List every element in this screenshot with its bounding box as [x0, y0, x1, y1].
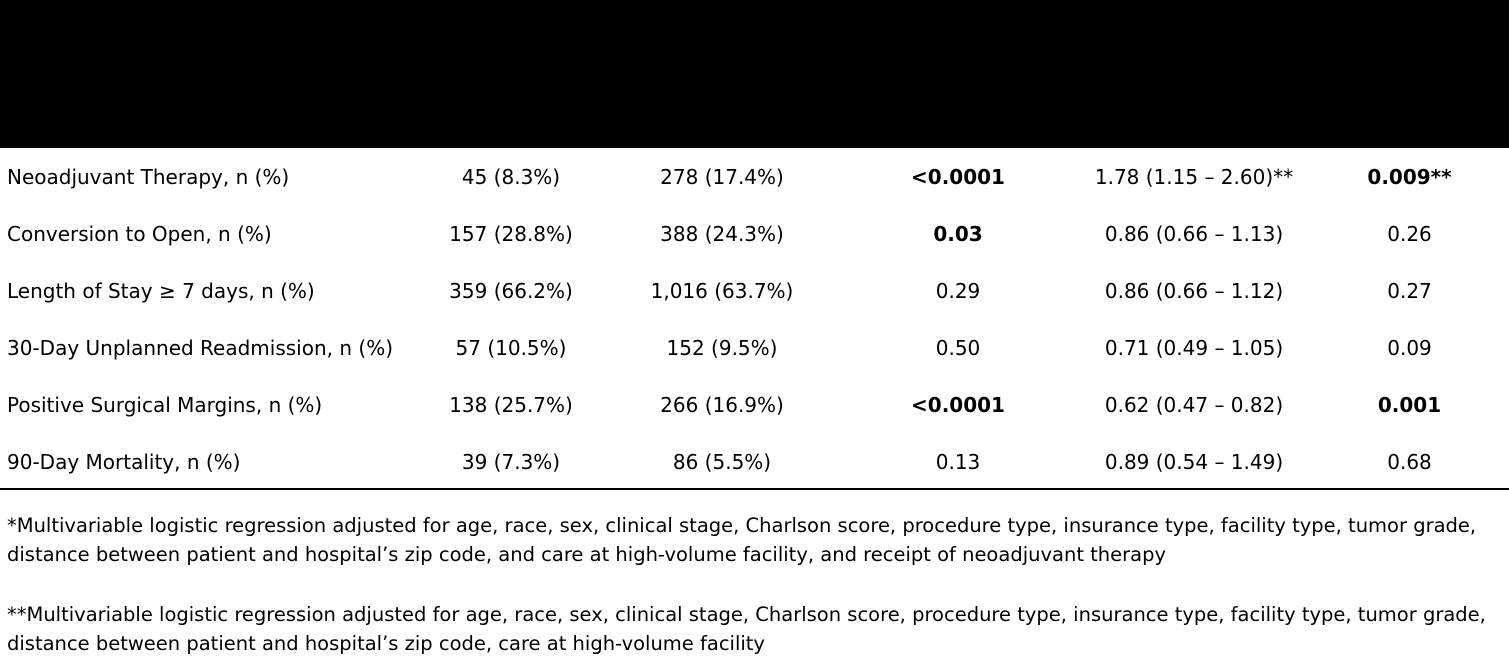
adjusted-p-value: 0.27: [1387, 278, 1432, 303]
table-row: Neoadjuvant Therapy, n (%) 45 (8.3%) 278…: [0, 148, 1509, 205]
odds-ratio-ci: 1.78 (1.15 – 2.60)**: [1094, 164, 1294, 189]
p-value: 0.03: [933, 221, 983, 246]
group2-value: 278 (17.4%): [660, 164, 784, 189]
row-label: 30-Day Unplanned Readmission, n (%): [7, 335, 394, 360]
p-value: 0.13: [935, 449, 981, 474]
group1-value: 57 (10.5%): [455, 335, 567, 360]
group1-value: 39 (7.3%): [461, 449, 561, 474]
outcomes-table-body: Neoadjuvant Therapy, n (%) 45 (8.3%) 278…: [0, 148, 1509, 490]
group2-value: 152 (9.5%): [666, 335, 778, 360]
p-value: 0.29: [935, 278, 981, 303]
row-label: 90-Day Mortality, n (%): [7, 449, 241, 474]
table-row: 90-Day Mortality, n (%) 39 (7.3%) 86 (5.…: [0, 433, 1509, 490]
adjusted-p-value: 0.68: [1387, 449, 1432, 474]
outcomes-table: Neoadjuvant Therapy, n (%) 45 (8.3%) 278…: [0, 148, 1509, 490]
table-bottom-rule: [0, 488, 1509, 490]
group1-value: 157 (28.8%): [449, 221, 573, 246]
odds-ratio-ci: 0.86 (0.66 – 1.12): [1104, 278, 1284, 303]
group1-value: 45 (8.3%): [461, 164, 561, 189]
adjusted-p-value: 0.009**: [1367, 164, 1452, 189]
odds-ratio-ci: 0.71 (0.49 – 1.05): [1104, 335, 1284, 360]
table-row: Length of Stay ≥ 7 days, n (%) 359 (66.2…: [0, 262, 1509, 319]
p-value: <0.0001: [911, 164, 1005, 189]
adjusted-p-value: 0.26: [1387, 221, 1432, 246]
redacted-header-band: [0, 0, 1509, 148]
row-label: Length of Stay ≥ 7 days, n (%): [7, 278, 315, 303]
group2-value: 86 (5.5%): [672, 449, 772, 474]
group1-value: 138 (25.7%): [449, 392, 573, 417]
odds-ratio-ci: 0.62 (0.47 – 0.82): [1104, 392, 1284, 417]
adjusted-p-value: 0.001: [1377, 392, 1442, 417]
footnote-double-asterisk: **Multivariable logistic regression adju…: [7, 603, 1486, 655]
group2-value: 266 (16.9%): [660, 392, 784, 417]
row-label: Positive Surgical Margins, n (%): [7, 392, 323, 417]
group2-value: 388 (24.3%): [660, 221, 784, 246]
adjusted-p-value: 0.09: [1387, 335, 1432, 360]
row-label: Conversion to Open, n (%): [7, 221, 272, 246]
odds-ratio-ci: 0.89 (0.54 – 1.49): [1104, 449, 1284, 474]
group1-value: 359 (66.2%): [449, 278, 573, 303]
table-row: 30-Day Unplanned Readmission, n (%) 57 (…: [0, 319, 1509, 376]
row-label: Neoadjuvant Therapy, n (%): [7, 164, 290, 189]
outcomes-table-container: Neoadjuvant Therapy, n (%) 45 (8.3%) 278…: [0, 148, 1509, 490]
p-value: 0.50: [935, 335, 981, 360]
odds-ratio-ci: 0.86 (0.66 – 1.13): [1104, 221, 1284, 246]
footnote-single-asterisk: *Multivariable logistic regression adjus…: [7, 514, 1477, 566]
p-value: <0.0001: [911, 392, 1005, 417]
table-row: Positive Surgical Margins, n (%) 138 (25…: [0, 376, 1509, 433]
group2-value: 1,016 (63.7%): [650, 278, 794, 303]
table-row: Conversion to Open, n (%) 157 (28.8%) 38…: [0, 205, 1509, 262]
